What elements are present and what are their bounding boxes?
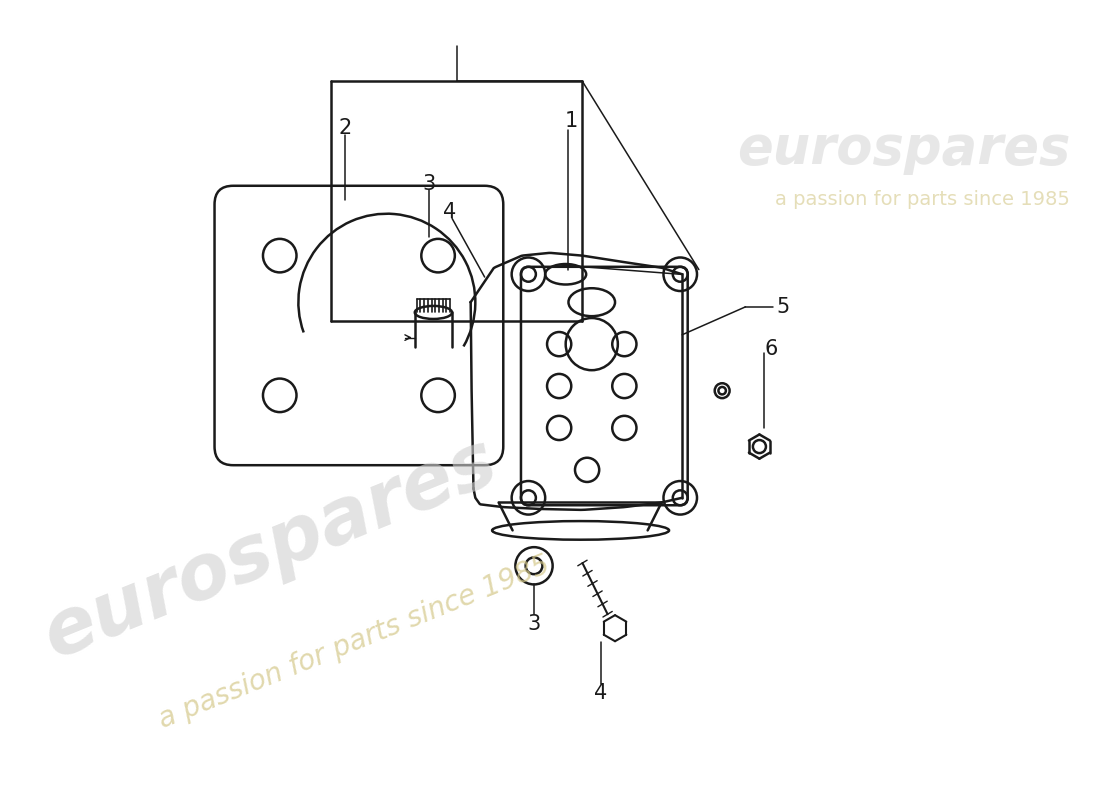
Text: 6: 6 bbox=[764, 338, 778, 358]
Text: 3: 3 bbox=[527, 614, 540, 634]
Text: 2: 2 bbox=[339, 118, 352, 138]
Text: 5: 5 bbox=[777, 297, 790, 317]
Text: 1: 1 bbox=[564, 110, 578, 130]
Text: 3: 3 bbox=[422, 174, 436, 194]
Text: 4: 4 bbox=[594, 683, 607, 703]
Text: a passion for parts since 1985: a passion for parts since 1985 bbox=[776, 190, 1070, 210]
Text: a passion for parts since 1985: a passion for parts since 1985 bbox=[154, 550, 554, 734]
Text: eurospares: eurospares bbox=[33, 424, 508, 674]
Text: 4: 4 bbox=[442, 202, 455, 222]
Text: eurospares: eurospares bbox=[737, 122, 1070, 174]
